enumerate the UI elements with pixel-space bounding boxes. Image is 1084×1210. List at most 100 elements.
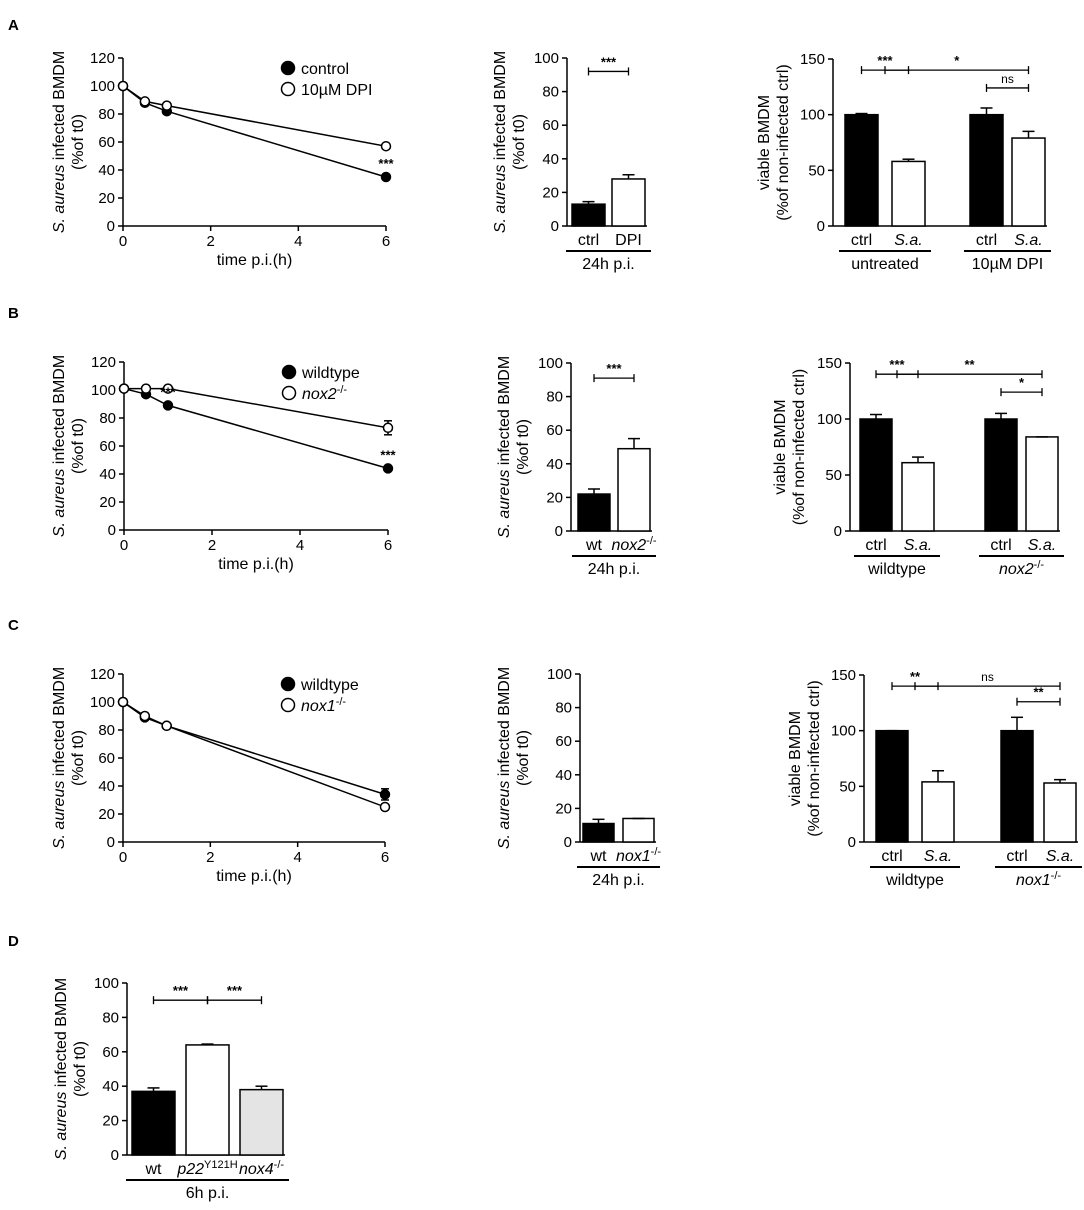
data-point [382, 463, 394, 474]
panel-label-b: B [8, 305, 19, 322]
y-tick-label: 150 [831, 667, 856, 684]
group-label-text: nox2 [999, 561, 1034, 578]
y-tick-label: 40 [98, 162, 115, 179]
legend-label: control [301, 61, 349, 78]
y-tick-label: 0 [834, 523, 842, 540]
significance-stars: *** [227, 983, 243, 998]
category-label-text: ctrl [578, 232, 599, 249]
x-tick-label: 6 [381, 849, 389, 866]
y-axis-label-italic: S. aureus [496, 781, 513, 849]
series-line-1 [122, 85, 387, 147]
y-tick-label: 0 [551, 218, 559, 235]
legend-label: nox1-/- [301, 696, 346, 715]
category-label-sup: -/- [274, 1159, 285, 1171]
series-line-0 [122, 701, 386, 796]
bar [1011, 137, 1046, 227]
y-tick-label: 20 [98, 806, 115, 823]
y-axis-label-italic: S. aureus [51, 469, 68, 537]
y-tick-label: 80 [102, 1009, 119, 1026]
bar [859, 418, 893, 532]
category-label-text: S.a. [1014, 232, 1042, 249]
y-tick-label: 40 [542, 151, 559, 168]
significance-stars: *** [160, 384, 176, 399]
y-axis-label-line1: viable BMDM [772, 399, 789, 494]
significance-stars: *** [601, 54, 617, 69]
bar-chart-d1: 0 20 40 60 80 100 S. aureus infected BMDM (%of … [53, 975, 289, 1202]
y-tick-label: 100 [90, 78, 115, 95]
y-axis-label-line1: S. aureus infected BMDM [51, 51, 68, 233]
legend-marker [281, 385, 297, 401]
category-label: ctrl [1006, 848, 1027, 865]
significance-stars: ** [910, 669, 921, 684]
y-tick-label: 60 [555, 733, 572, 750]
significance-stars: *** [380, 447, 396, 462]
y-axis-label-italic: S. aureus [492, 165, 509, 233]
bar [617, 447, 651, 532]
group-label: 24h p.i. [592, 872, 644, 889]
group-label-text: wildtype [867, 561, 926, 578]
y-axis-label-rest: infected BMDM [51, 51, 68, 165]
y-tick-label: 60 [546, 422, 563, 439]
category-label: S.a. [924, 848, 952, 865]
data-point [117, 80, 129, 92]
y-axis-label-line2: (%of non-infected ctrl) [791, 369, 808, 526]
category-label-text: wt [590, 848, 608, 865]
y-tick-label: 100 [831, 723, 856, 740]
y-axis-label-line1: S. aureus infected BMDM [496, 356, 513, 538]
category-label-text: S.a. [1046, 848, 1074, 865]
significance-stars: *** [606, 361, 622, 376]
x-tick-label: 4 [294, 233, 302, 250]
line-chart-b1: 0 20 40 60 80 100 120 0 2 4 6 time p.i.(h) S. aureus… [51, 354, 397, 573]
y-axis-label: S. aureus infected BMDM (%of t0) [492, 51, 528, 233]
y-tick-label: 0 [107, 834, 115, 851]
x-tick-label: 0 [120, 537, 128, 554]
bar [1000, 729, 1034, 843]
y-tick-label: 20 [98, 190, 115, 207]
legend-marker [280, 676, 296, 692]
category-label-text: S.a. [924, 848, 952, 865]
legend-label-text: 10µM DPI [301, 82, 372, 99]
y-tick-label: 0 [108, 522, 116, 539]
x-tick-label: 2 [208, 537, 216, 554]
bar [891, 160, 926, 227]
y-axis-label-line2: (%of t0) [70, 730, 87, 786]
category-label-sup: -/- [646, 535, 657, 547]
category-label: nox2-/- [611, 535, 656, 554]
group-label: nox2-/- [999, 559, 1044, 578]
group-label-text: wildtype [885, 872, 944, 889]
y-tick-label: 40 [555, 767, 572, 784]
y-tick-label: 100 [534, 50, 559, 67]
category-label-text: wt [145, 1161, 163, 1178]
category-label-text: nox4 [239, 1161, 274, 1178]
bar [577, 493, 611, 532]
y-axis-label-line1: S. aureus infected BMDM [51, 355, 68, 537]
category-label-text: wt [585, 537, 603, 554]
category-label: nox1-/- [616, 846, 661, 865]
y-axis-label-line1: S. aureus infected BMDM [51, 667, 68, 849]
y-axis-label: S. aureus infected BMDM (%of t0) [51, 355, 87, 537]
bar [131, 1090, 176, 1156]
data-point [380, 171, 392, 183]
data-point [117, 696, 129, 708]
y-tick-label: 80 [546, 389, 563, 406]
bar [611, 178, 646, 227]
significance-stars: *** [877, 53, 893, 68]
category-label-text: S.a. [1028, 537, 1056, 554]
y-axis-label-line1: viable BMDM [756, 95, 773, 190]
category-label-text: ctrl [990, 537, 1011, 554]
bar [921, 781, 955, 843]
legend-marker [280, 81, 296, 97]
legend-marker [281, 364, 297, 380]
data-point [161, 720, 172, 732]
y-tick-label: 20 [102, 1113, 119, 1130]
y-axis-label-italic: S. aureus [53, 1092, 70, 1160]
y-tick-label: 40 [546, 456, 563, 473]
y-tick-label: 150 [800, 51, 825, 68]
y-tick-label: 80 [99, 410, 116, 427]
significance-stars: * [954, 53, 960, 68]
data-point [379, 801, 391, 813]
legend-label-text: wildtype [300, 677, 359, 694]
y-axis-label: S. aureus infected BMDM (%of t0) [51, 51, 87, 233]
bar [1043, 782, 1077, 843]
